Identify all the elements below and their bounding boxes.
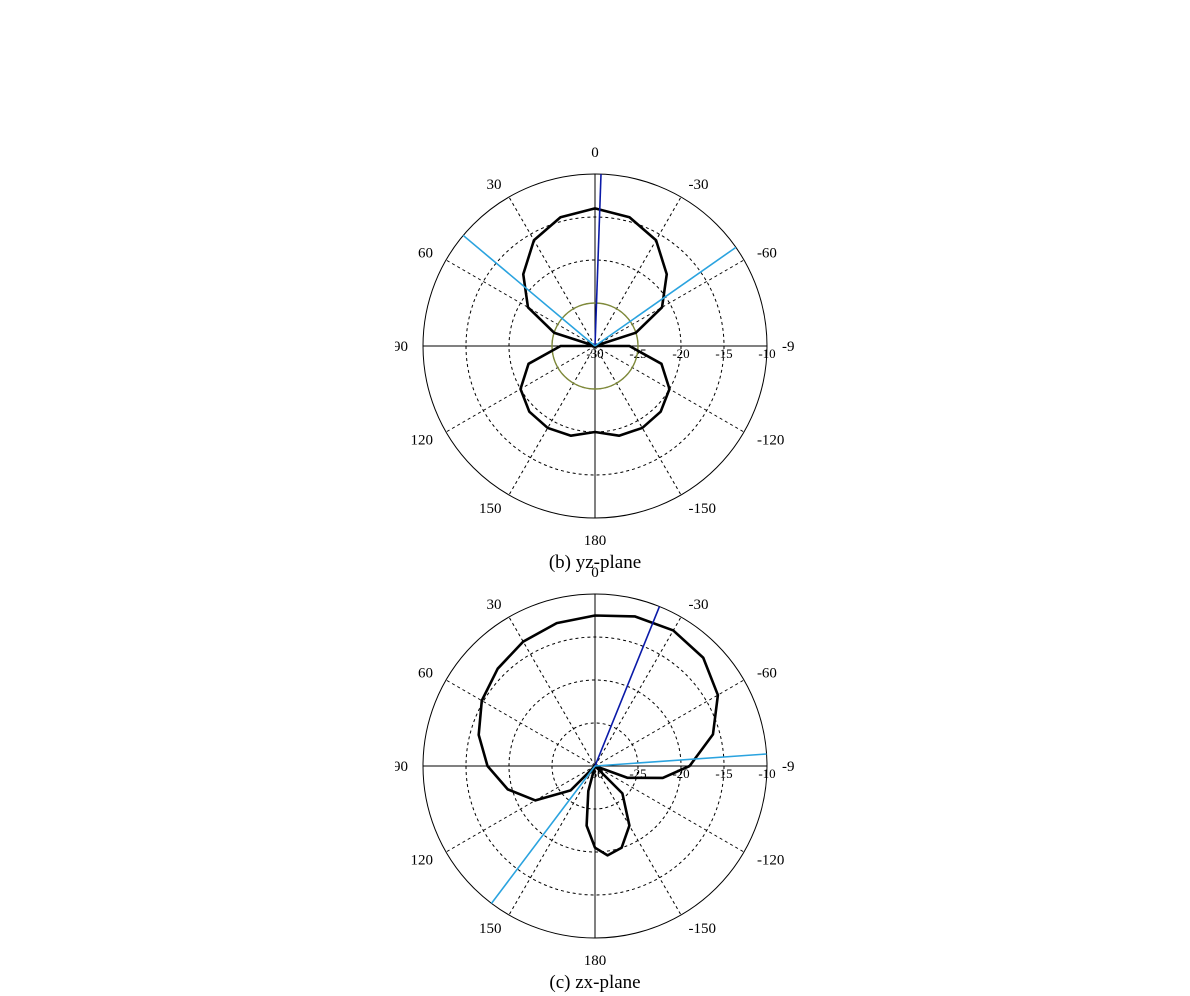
plot-c-container: 0306090120150180-150-120-90-60-30-30-25-… [0, 566, 1190, 994]
svg-text:-30: -30 [689, 177, 709, 193]
svg-text:180: 180 [584, 533, 607, 546]
svg-text:-30: -30 [689, 597, 709, 613]
svg-text:-60: -60 [757, 246, 777, 262]
svg-text:60: 60 [418, 666, 433, 682]
caption-c: (c) zx-plane [549, 972, 640, 994]
svg-text:0: 0 [591, 566, 599, 581]
svg-text:0: 0 [591, 146, 599, 161]
svg-text:-30: -30 [586, 346, 603, 361]
plot-b-container: 0306090120150180-150-120-90-60-30-30-25-… [0, 146, 1190, 574]
svg-text:180: 180 [584, 953, 607, 966]
svg-text:-150: -150 [689, 501, 717, 517]
svg-text:150: 150 [479, 921, 502, 937]
svg-text:-120: -120 [757, 433, 785, 449]
svg-text:-15: -15 [715, 766, 732, 781]
polar-plot-b: 0306090120150180-150-120-90-60-30-30-25-… [395, 146, 795, 546]
svg-text:60: 60 [418, 246, 433, 262]
svg-text:-10: -10 [758, 346, 775, 361]
svg-text:120: 120 [411, 853, 434, 869]
svg-text:-20: -20 [672, 346, 689, 361]
svg-text:90: 90 [395, 759, 408, 775]
svg-text:-15: -15 [715, 346, 732, 361]
svg-text:-120: -120 [757, 853, 785, 869]
page-root: 0306090120150180-150-120-90-60-30-30-25-… [0, 0, 1190, 996]
svg-text:-150: -150 [689, 921, 717, 937]
svg-text:90: 90 [395, 339, 408, 355]
svg-text:-60: -60 [757, 666, 777, 682]
svg-text:120: 120 [411, 433, 434, 449]
svg-text:-10: -10 [758, 766, 775, 781]
polar-plot-c: 0306090120150180-150-120-90-60-30-30-25-… [395, 566, 795, 966]
svg-text:-90: -90 [782, 759, 795, 775]
svg-text:30: 30 [487, 177, 502, 193]
svg-text:150: 150 [479, 501, 502, 517]
svg-text:30: 30 [487, 597, 502, 613]
svg-text:-90: -90 [782, 339, 795, 355]
